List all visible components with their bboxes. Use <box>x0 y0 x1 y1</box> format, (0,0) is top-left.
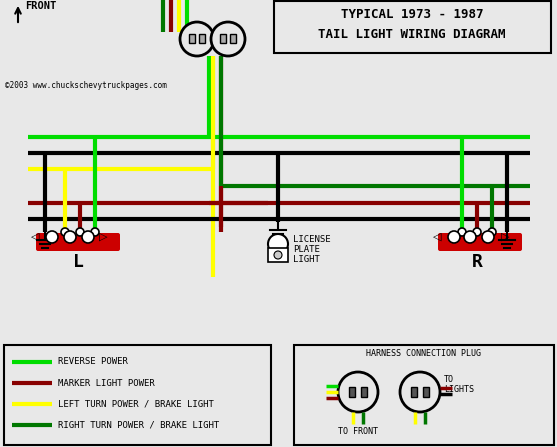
Bar <box>411 387 417 397</box>
Circle shape <box>458 228 466 236</box>
Bar <box>349 387 355 397</box>
Circle shape <box>268 234 288 254</box>
Bar <box>230 34 236 43</box>
Circle shape <box>61 228 69 236</box>
FancyBboxPatch shape <box>274 1 551 53</box>
Circle shape <box>82 231 94 243</box>
Circle shape <box>473 228 481 236</box>
Circle shape <box>64 231 76 243</box>
Bar <box>220 34 226 43</box>
Text: ▷: ▷ <box>501 232 509 242</box>
Text: MARKER LIGHT POWER: MARKER LIGHT POWER <box>58 379 155 388</box>
Text: TO FRONT: TO FRONT <box>338 427 378 437</box>
Bar <box>268 248 288 262</box>
Text: TYPICAL 1973 - 1987: TYPICAL 1973 - 1987 <box>341 8 483 21</box>
FancyBboxPatch shape <box>36 233 120 251</box>
Circle shape <box>488 228 496 236</box>
FancyBboxPatch shape <box>294 345 554 445</box>
FancyBboxPatch shape <box>4 345 271 445</box>
Circle shape <box>211 22 245 56</box>
Text: RIGHT TURN POWER / BRAKE LIGHT: RIGHT TURN POWER / BRAKE LIGHT <box>58 421 219 430</box>
Bar <box>423 387 429 397</box>
Circle shape <box>180 22 214 56</box>
Circle shape <box>448 231 460 243</box>
Text: R: R <box>472 253 482 271</box>
Circle shape <box>464 231 476 243</box>
Text: LICENSE: LICENSE <box>293 236 331 245</box>
Text: ©2003 www.chuckschevytruckpages.com: ©2003 www.chuckschevytruckpages.com <box>5 80 167 89</box>
Circle shape <box>400 372 440 412</box>
Circle shape <box>338 372 378 412</box>
Text: L: L <box>72 253 84 271</box>
Bar <box>199 34 205 43</box>
Circle shape <box>76 228 84 236</box>
Text: TO: TO <box>444 375 454 384</box>
Text: HARNESS CONNECTION PLUG: HARNESS CONNECTION PLUG <box>367 349 481 358</box>
Circle shape <box>46 231 58 243</box>
Circle shape <box>482 231 494 243</box>
Text: PLATE: PLATE <box>293 245 320 254</box>
Text: LEFT TURN POWER / BRAKE LIGHT: LEFT TURN POWER / BRAKE LIGHT <box>58 400 214 409</box>
FancyBboxPatch shape <box>438 233 522 251</box>
Circle shape <box>274 251 282 259</box>
Text: ◁: ◁ <box>31 232 39 242</box>
Text: LIGHT: LIGHT <box>293 256 320 265</box>
Text: REVERSE POWER: REVERSE POWER <box>58 358 128 367</box>
Text: LIGHTS: LIGHTS <box>444 384 474 393</box>
Bar <box>189 34 195 43</box>
Text: ▷: ▷ <box>99 232 108 242</box>
Text: ◁: ◁ <box>433 232 441 242</box>
Text: TAIL LIGHT WIRING DIAGRAM: TAIL LIGHT WIRING DIAGRAM <box>318 28 506 41</box>
Bar <box>361 387 367 397</box>
Circle shape <box>91 228 99 236</box>
Text: FRONT: FRONT <box>25 1 56 11</box>
